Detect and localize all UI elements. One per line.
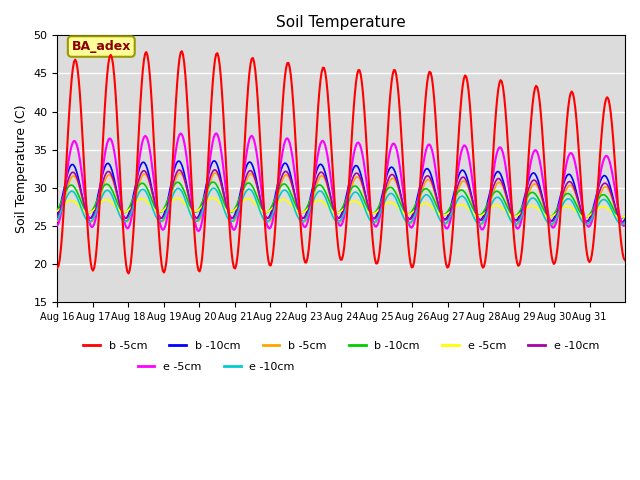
Text: BA_adex: BA_adex [72, 40, 131, 53]
b -5cm [54, 265, 61, 271]
b -10cm [621, 216, 629, 222]
e -10cm [618, 221, 625, 227]
b -5cm [399, 205, 407, 211]
e -10cm [621, 219, 629, 225]
e -10cm [231, 213, 239, 218]
b -5cm [572, 105, 579, 110]
e -10cm [210, 185, 218, 191]
e -10cm [294, 215, 302, 220]
e -10cm [570, 202, 578, 207]
Line: b -5cm: b -5cm [58, 51, 625, 274]
b -5cm [232, 262, 240, 267]
b -5cm [621, 257, 629, 263]
b -5cm [231, 217, 239, 223]
Y-axis label: Soil Temperature (C): Soil Temperature (C) [15, 105, 28, 233]
b -10cm [54, 207, 61, 213]
b -5cm [374, 261, 381, 266]
e -5cm [572, 160, 579, 166]
b -10cm [231, 211, 239, 216]
e -10cm [399, 214, 407, 220]
e -5cm [399, 210, 407, 216]
Line: e -5cm: e -5cm [58, 133, 625, 231]
b -5cm [472, 211, 479, 217]
e -10cm [211, 167, 219, 173]
e -5cm [54, 208, 61, 214]
b -10cm [209, 179, 216, 185]
e -5cm [372, 209, 380, 215]
b -10cm [399, 203, 407, 209]
e -5cm [621, 223, 629, 228]
b -10cm [621, 213, 629, 218]
e -10cm [231, 215, 239, 221]
b -10cm [619, 219, 627, 225]
Line: b -10cm: b -10cm [58, 161, 625, 222]
e -10cm [619, 219, 627, 225]
b -5cm [294, 207, 302, 213]
b -10cm [372, 208, 380, 214]
Legend: e -5cm, e -10cm: e -5cm, e -10cm [133, 358, 300, 376]
b -5cm [620, 223, 628, 228]
b -10cm [472, 209, 479, 215]
e -5cm [294, 208, 302, 214]
b -5cm [54, 218, 61, 224]
b -5cm [178, 48, 186, 54]
e -5cm [570, 207, 578, 213]
e -5cm [295, 204, 303, 209]
b -10cm [231, 205, 239, 211]
e -10cm [621, 217, 629, 223]
b -5cm [570, 187, 578, 193]
b -10cm [570, 197, 578, 203]
Line: b -10cm: b -10cm [58, 182, 625, 218]
b -5cm [473, 213, 481, 218]
b -10cm [472, 210, 479, 216]
e -10cm [54, 214, 61, 219]
Line: b -5cm: b -5cm [58, 173, 625, 226]
b -10cm [618, 215, 625, 221]
b -5cm [401, 188, 408, 194]
Line: e -10cm: e -10cm [58, 188, 625, 224]
b -10cm [570, 180, 578, 186]
e -5cm [621, 213, 629, 219]
b -10cm [372, 214, 380, 219]
b -10cm [210, 158, 218, 164]
e -5cm [54, 223, 61, 228]
b -5cm [295, 200, 303, 206]
b -10cm [54, 212, 61, 218]
e -5cm [473, 209, 481, 215]
e -5cm [195, 228, 202, 234]
e -5cm [231, 206, 239, 212]
e -10cm [570, 185, 578, 191]
e -10cm [372, 218, 380, 224]
e -5cm [616, 215, 624, 220]
e -10cm [472, 209, 479, 215]
b -10cm [399, 206, 407, 212]
e -10cm [294, 205, 302, 211]
e -5cm [232, 223, 240, 228]
Line: e -5cm: e -5cm [58, 198, 625, 217]
e -5cm [401, 198, 408, 204]
e -5cm [212, 131, 220, 136]
e -10cm [399, 203, 407, 209]
e -5cm [374, 222, 381, 228]
b -10cm [294, 207, 302, 213]
b -10cm [294, 205, 302, 211]
b -5cm [621, 222, 629, 228]
e -10cm [54, 216, 61, 222]
b -5cm [211, 170, 219, 176]
e -10cm [472, 218, 479, 224]
e -5cm [472, 212, 479, 218]
b -5cm [125, 271, 132, 276]
Title: Soil Temperature: Soil Temperature [276, 15, 406, 30]
b -5cm [372, 219, 380, 225]
e -5cm [209, 195, 216, 201]
Line: e -10cm: e -10cm [58, 170, 625, 222]
e -10cm [372, 215, 380, 221]
